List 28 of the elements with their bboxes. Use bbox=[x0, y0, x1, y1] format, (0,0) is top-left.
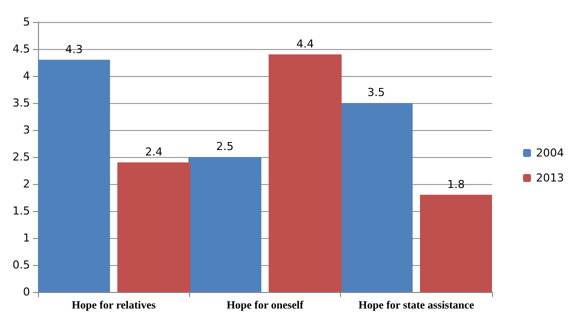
y-tick-label: 2 bbox=[23, 178, 30, 190]
bar bbox=[340, 103, 413, 292]
bar bbox=[420, 194, 492, 292]
data-label: 4.3 bbox=[65, 42, 83, 56]
data-label: 2.4 bbox=[145, 145, 163, 158]
x-tick-label: Hope for oneself bbox=[226, 300, 304, 312]
y-tick-label: 0 bbox=[23, 286, 30, 298]
bar bbox=[268, 54, 342, 292]
data-label: 4.4 bbox=[296, 37, 314, 50]
y-tick-label: 4 bbox=[23, 70, 30, 82]
bar bbox=[38, 60, 110, 292]
y-tick-label: 1.5 bbox=[12, 204, 30, 218]
data-label: 1.8 bbox=[447, 178, 465, 191]
data-label: 3.5 bbox=[367, 86, 385, 99]
y-tick-label: 4.5 bbox=[12, 42, 30, 56]
x-tick-label: Hope for relatives bbox=[72, 300, 156, 312]
y-tick-label: 0.5 bbox=[12, 258, 30, 272]
bar bbox=[117, 162, 190, 292]
x-tick-label: Hope for state assistance bbox=[358, 300, 474, 312]
bar bbox=[188, 157, 262, 292]
y-tick-label: 1 bbox=[23, 232, 30, 244]
y-tick-label: 3 bbox=[23, 124, 30, 136]
data-label: 2.5 bbox=[216, 140, 234, 153]
legend-label: 2004 bbox=[536, 146, 564, 160]
y-tick-label: 2.5 bbox=[12, 150, 30, 164]
y-tick-label: 5 bbox=[23, 16, 30, 28]
legend-label: 2013 bbox=[536, 172, 564, 184]
y-tick-label: 3.5 bbox=[12, 96, 30, 110]
